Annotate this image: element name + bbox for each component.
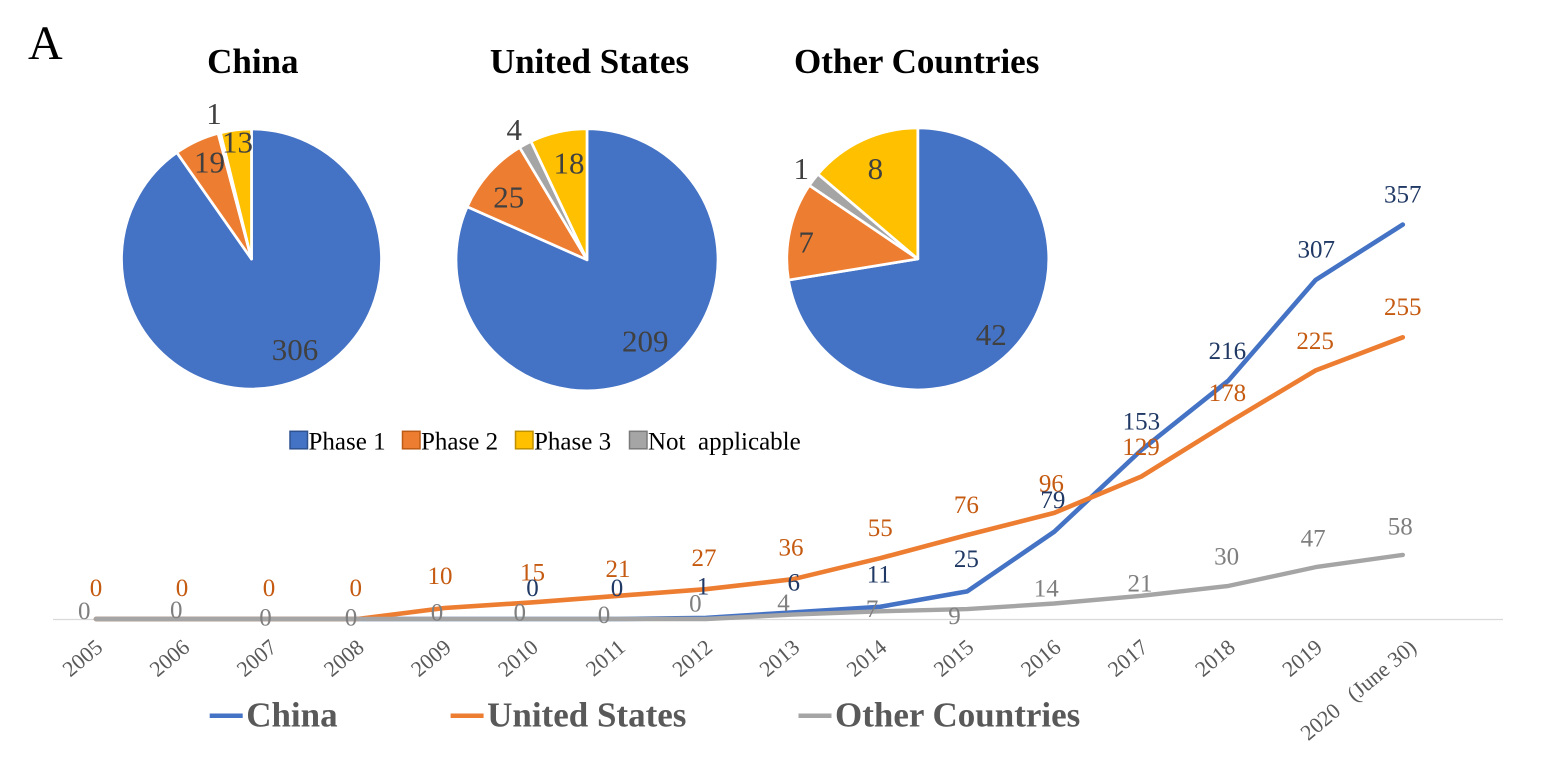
svg-text:307: 307	[1298, 237, 1336, 264]
svg-text:0: 0	[259, 605, 272, 632]
svg-text:58: 58	[1388, 514, 1413, 541]
svg-text:0: 0	[611, 575, 624, 602]
svg-text:0: 0	[176, 575, 189, 602]
svg-text:76: 76	[954, 492, 979, 519]
svg-text:10: 10	[428, 563, 453, 590]
svg-text:0: 0	[78, 598, 91, 625]
svg-text:4: 4	[507, 112, 523, 147]
svg-text:0: 0	[90, 575, 103, 602]
svg-text:255: 255	[1384, 294, 1422, 321]
svg-text:0: 0	[431, 599, 444, 626]
svg-text:A: A	[28, 17, 63, 70]
svg-text:China: China	[246, 696, 337, 735]
svg-text:357: 357	[1384, 181, 1422, 208]
svg-text:Phase 1: Phase 1	[309, 429, 386, 456]
svg-text:96: 96	[1039, 470, 1064, 497]
svg-text:1: 1	[206, 96, 222, 131]
svg-text:0: 0	[263, 575, 276, 602]
svg-text:4: 4	[777, 590, 790, 617]
svg-text:153: 153	[1123, 408, 1161, 435]
svg-text:225: 225	[1296, 328, 1334, 355]
svg-text:27: 27	[692, 545, 717, 572]
svg-text:30: 30	[1214, 544, 1239, 571]
svg-text:7: 7	[798, 224, 814, 259]
svg-text:42: 42	[976, 317, 1007, 352]
svg-text:19: 19	[194, 145, 225, 180]
svg-text:14: 14	[1034, 576, 1060, 603]
svg-text:United States: United States	[490, 42, 689, 81]
svg-text:25: 25	[954, 546, 979, 573]
svg-text:129: 129	[1122, 434, 1160, 461]
svg-text:Other Countries: Other Countries	[794, 42, 1039, 81]
svg-text:47: 47	[1301, 526, 1326, 553]
svg-text:55: 55	[868, 515, 893, 542]
svg-text:Not applicable: Not applicable	[648, 429, 801, 456]
svg-text:25: 25	[493, 180, 524, 215]
svg-text:Phase 2: Phase 2	[421, 429, 498, 456]
svg-text:0: 0	[513, 599, 526, 626]
svg-text:6: 6	[788, 569, 801, 596]
svg-text:11: 11	[867, 562, 891, 589]
svg-text:306: 306	[272, 332, 319, 367]
svg-text:Other Countries: Other Countries	[835, 696, 1080, 735]
svg-text:Phase 3: Phase 3	[534, 429, 611, 456]
svg-text:8: 8	[868, 151, 884, 186]
svg-text:0: 0	[349, 575, 362, 602]
svg-text:216: 216	[1209, 338, 1247, 365]
svg-text:18: 18	[554, 146, 585, 181]
svg-text:21: 21	[606, 556, 631, 583]
svg-text:0: 0	[526, 575, 539, 602]
svg-text:15: 15	[520, 560, 545, 587]
svg-text:0: 0	[170, 597, 183, 624]
svg-text:9: 9	[948, 603, 961, 630]
svg-text:United States: United States	[487, 696, 686, 735]
svg-text:178: 178	[1209, 380, 1247, 407]
svg-text:1: 1	[794, 151, 810, 186]
svg-text:36: 36	[779, 535, 804, 562]
svg-text:7: 7	[866, 596, 879, 623]
svg-text:21: 21	[1128, 570, 1153, 597]
svg-text:209: 209	[622, 323, 669, 358]
svg-text:0: 0	[345, 605, 358, 632]
svg-text:0: 0	[598, 602, 611, 629]
svg-text:0: 0	[689, 591, 702, 618]
svg-text:79: 79	[1040, 487, 1065, 514]
svg-text:1: 1	[697, 574, 710, 601]
svg-text:China: China	[207, 42, 298, 81]
svg-text:13: 13	[222, 125, 253, 160]
